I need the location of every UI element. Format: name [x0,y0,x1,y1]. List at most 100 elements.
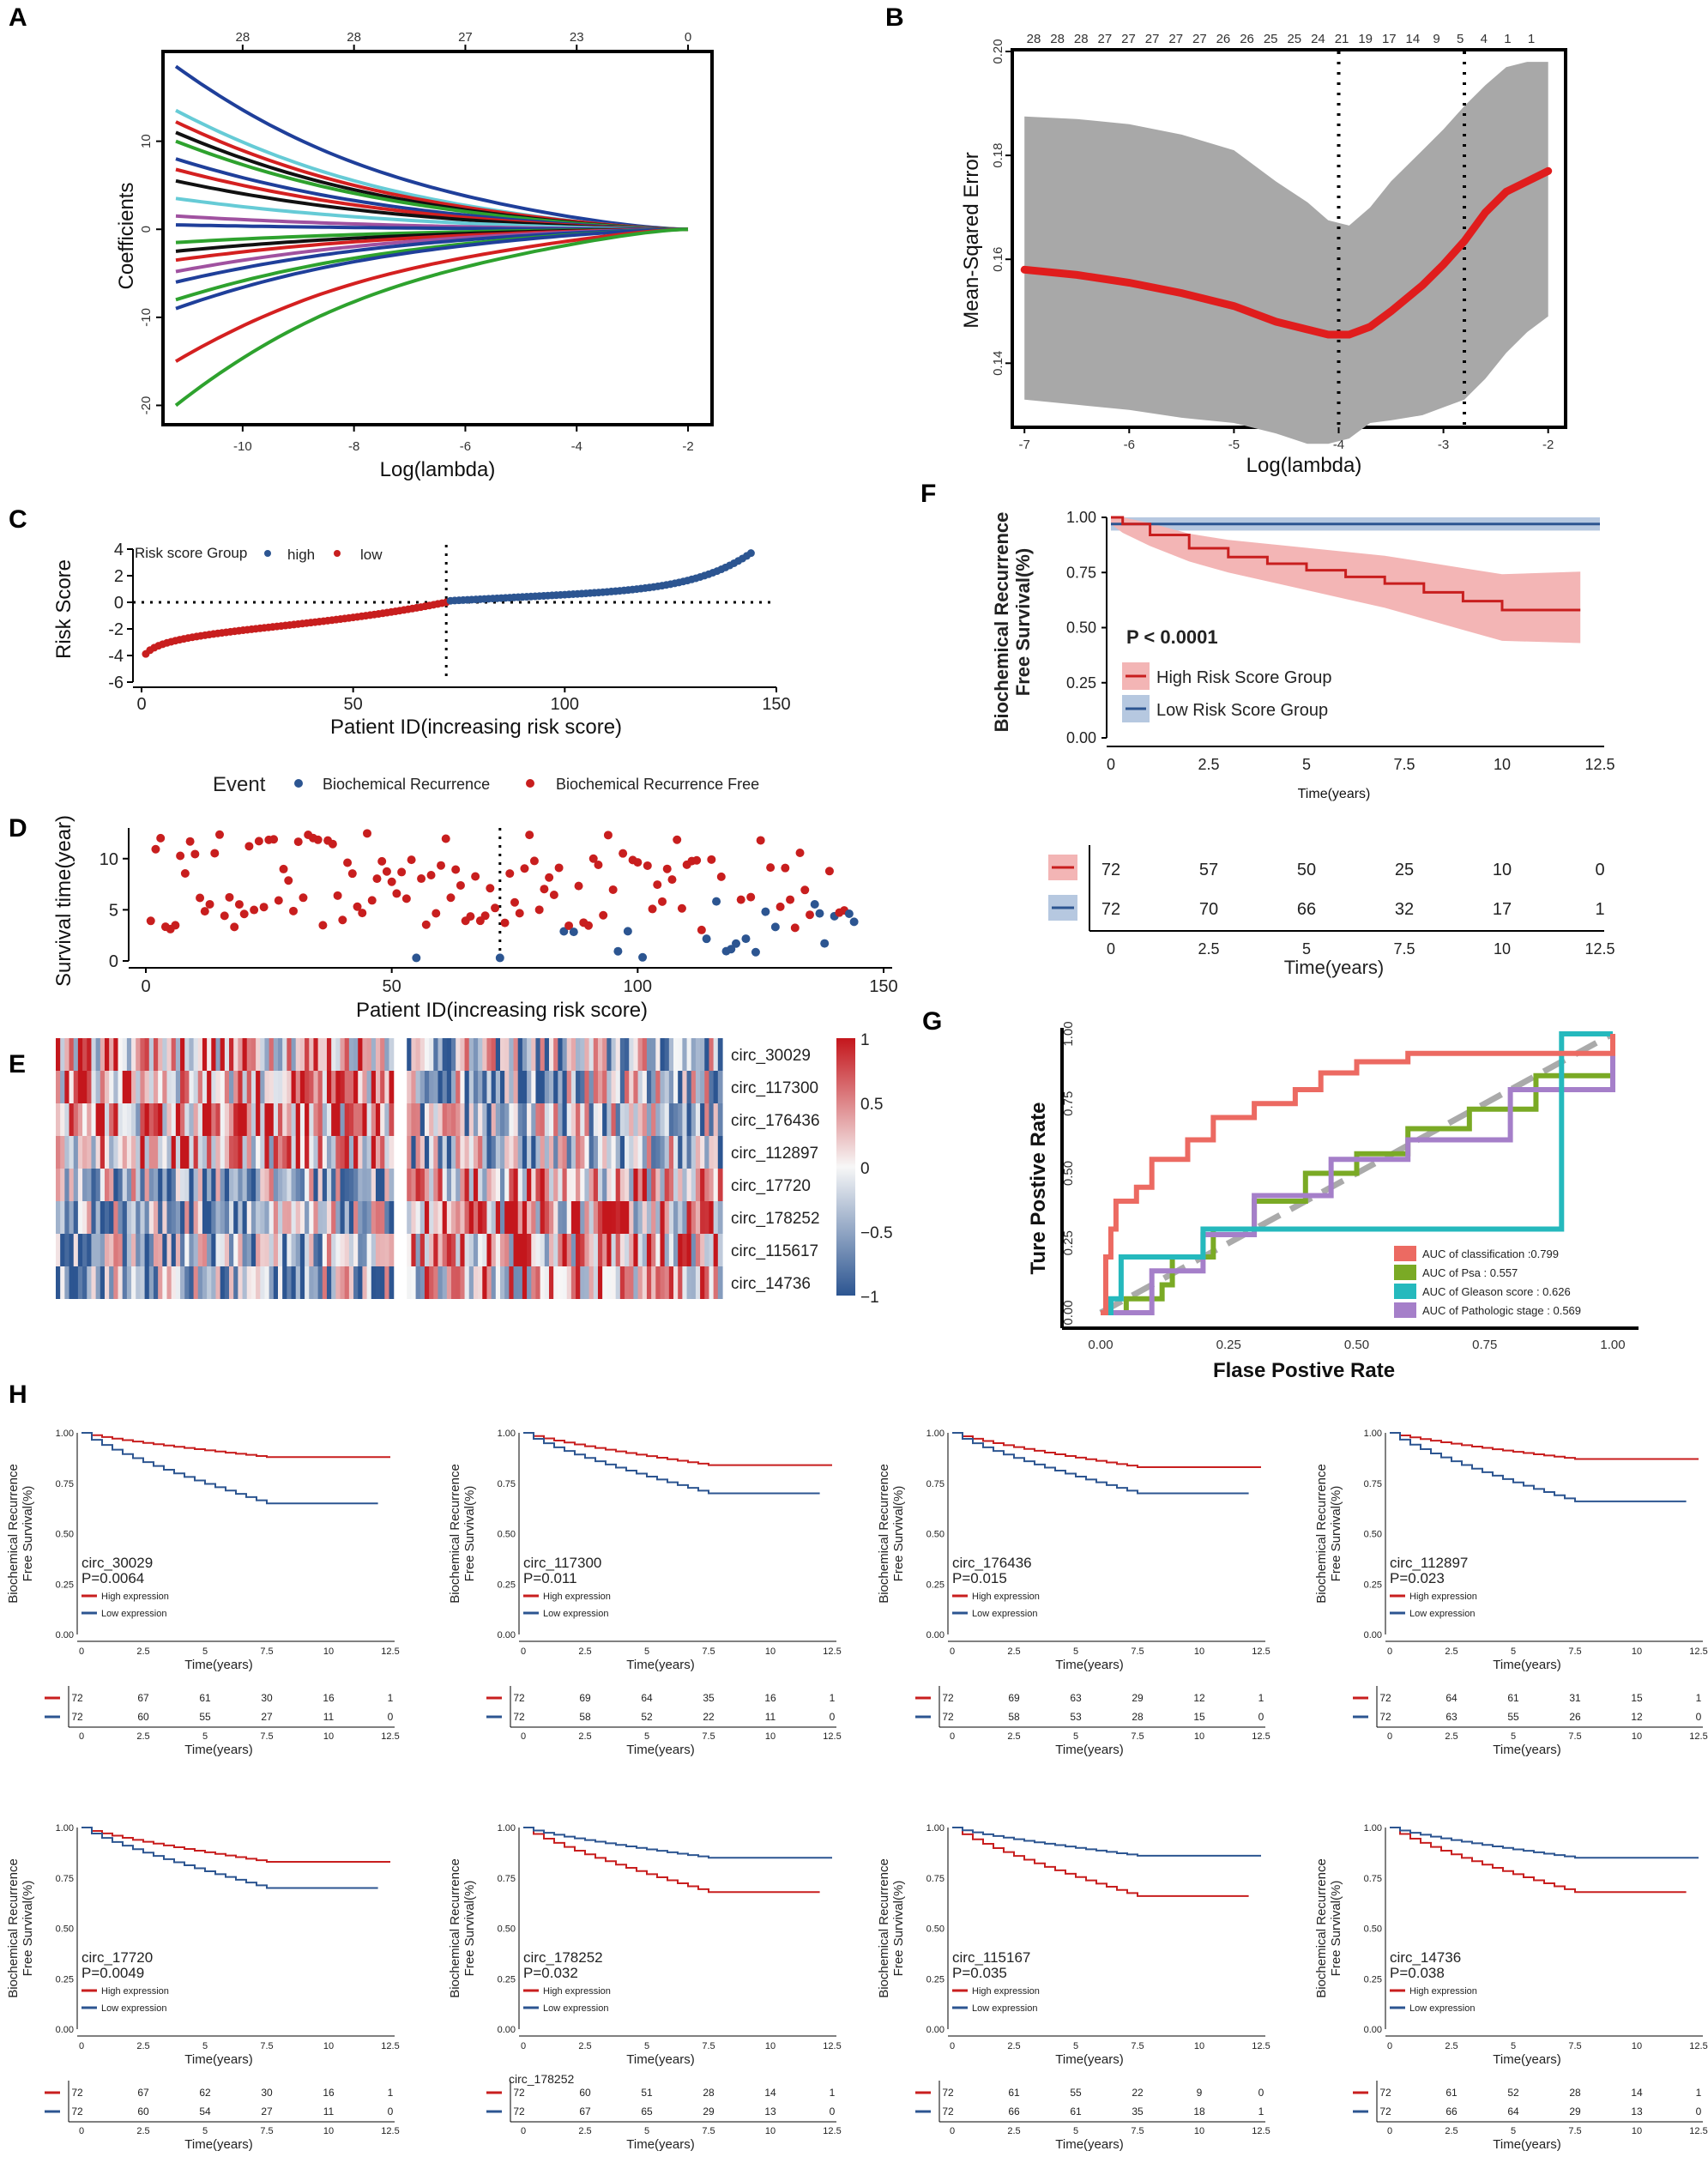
survival-point [210,849,220,858]
table-high-count: 52 [1507,2087,1519,2099]
gene-label: circ_112897 [731,1145,818,1163]
heatmap-cell [442,1169,448,1201]
table-low-count: 60 [137,1711,149,1723]
heatmap-cell [295,1103,301,1136]
x-tick-label: 0 [521,1646,526,1657]
heatmap-cell [317,1136,323,1169]
heatmap-cell [588,1234,594,1266]
top-tick-label: 28 [1050,32,1065,46]
heatmap-cell [517,1103,523,1136]
heatmap-cell [451,1169,456,1201]
heatmap-cell [113,1234,119,1266]
table-low-count: 27 [261,2106,273,2118]
heatmap-cell [651,1136,656,1169]
scale-tick-label: −0.5 [860,1224,893,1242]
heatmap-cell [517,1169,523,1201]
heatmap-cell [148,1038,154,1071]
x-tick-label: 0 [79,2041,84,2051]
heatmap-cell [584,1234,590,1266]
heatmap-cell [358,1169,364,1201]
table-high-count: 16 [323,2087,335,2099]
heatmap-cell [517,1136,523,1169]
heatmap-cell [629,1201,634,1234]
heatmap-cell [113,1201,119,1234]
x-tick-label: 10 [1632,2041,1642,2051]
legend-swatch [1394,1302,1416,1318]
subplot-ylabel-1: Biochemical Recurrence [1314,1464,1329,1604]
heatmap-cell [278,1038,283,1071]
subplot-xlabel: Time(years) [626,2052,694,2067]
heatmap-cell [202,1234,208,1266]
mse-curve [1020,166,1553,339]
heatmap-cell [136,1266,142,1299]
heatmap-cell [429,1234,434,1266]
heatmap-cell [73,1266,79,1299]
survival-point [727,945,736,954]
y-tick-label: 0.75 [1364,1874,1382,1884]
heatmap-cell [548,1201,554,1234]
heatmap-cell [162,1266,168,1299]
heatmap-cell [509,1071,515,1103]
survival-point [451,865,461,874]
heatmap-cell [713,1038,719,1071]
y-tick-label: 0.50 [1364,1530,1382,1540]
x-tick-label: 0 [79,1646,84,1657]
heatmap-cell [566,1071,572,1103]
heatmap-cell [305,1266,310,1299]
table-high-count: 31 [1569,1692,1581,1704]
survival-point [505,869,515,879]
heatmap-cell [131,1234,136,1266]
heatmap-cell [269,1266,275,1299]
x-tick-label: 100 [624,977,652,996]
heatmap-cell [407,1136,412,1169]
heatmap-cell [326,1103,332,1136]
panel-e: E circ_30029circ_117300circ_176436circ_1… [9,1031,893,1307]
table-high-count: 64 [1445,1692,1458,1704]
heatmap-cell [220,1266,226,1299]
heatmap-cell [380,1201,385,1234]
heatmap-cell [158,1169,163,1201]
panel-d-legend-rec-dot [294,779,303,788]
y-tick-label: 0.00 [1061,1300,1076,1325]
heatmap-cell [407,1266,412,1299]
heatmap-cell [407,1169,412,1201]
heatmap-cell [576,1266,581,1299]
heatmap-cell [224,1136,230,1169]
survival-point [712,897,721,906]
heatmap-cell [682,1071,688,1103]
heatmap-cell [140,1234,146,1266]
gene-name: circ_14736 [1390,1949,1461,1966]
table-low-count: 66 [1297,900,1316,919]
x-tick-label: 12.5 [381,2041,399,2051]
table-high-count: 16 [764,1692,776,1704]
heatmap-cell [709,1071,715,1103]
heatmap-cell [371,1201,377,1234]
heatmap-cell [197,1201,203,1234]
km-subplot: 0.000.250.500.751.000 2.5 5 7.5 10 12.5Time(y… [448,1429,842,1757]
subplot-xlabel: Time(years) [184,2052,252,2067]
heatmap-cell [56,1071,61,1103]
heatmap-cell [73,1038,79,1071]
heatmap-cell [104,1103,110,1136]
heatmap-cell [415,1201,421,1234]
heatmap-cell [531,1038,537,1071]
heatmap-cell [144,1136,150,1169]
heatmap-cell [291,1103,297,1136]
heatmap-cell [246,1103,252,1136]
heatmap-cell [491,1266,497,1299]
heatmap-cell [278,1234,283,1266]
heatmap-cell [269,1038,275,1071]
heatmap-cell [584,1103,590,1136]
x-tick-label: -3 [1438,438,1449,452]
heatmap-cell [495,1103,501,1136]
y-tick-label: 5 [109,901,118,920]
heatmap-cell [87,1266,93,1299]
heatmap-cell [313,1038,319,1071]
heatmap-cell [570,1169,576,1201]
table-high-count: 51 [641,2087,653,2099]
gene-label: circ_30029 [731,1047,811,1065]
heatmap-cell [202,1169,208,1201]
heatmap-cell [113,1266,119,1299]
heatmap-cell [678,1071,683,1103]
heatmap-cell [269,1201,275,1234]
